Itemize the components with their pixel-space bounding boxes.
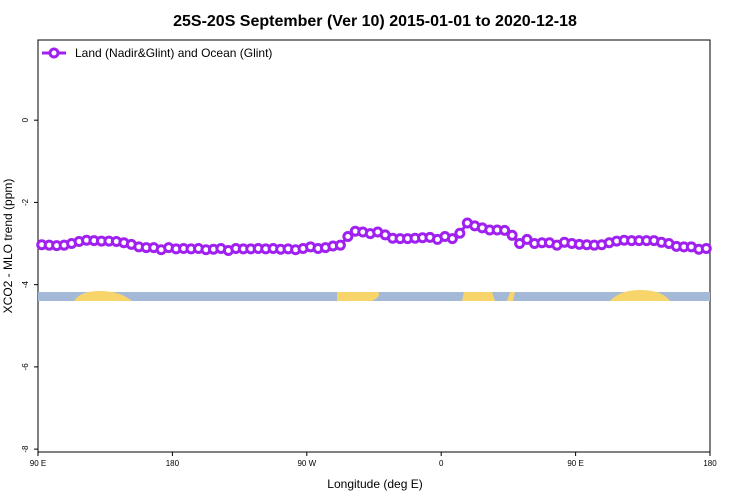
x-axis-label: Longitude (deg E) <box>327 477 422 491</box>
y-tick-label: -6 <box>21 363 30 371</box>
x-tick-label: 180 <box>703 459 717 468</box>
land-ocean-strip <box>38 290 710 301</box>
point <box>454 227 466 239</box>
legend-label: Land (Nadir&Glint) and Ocean (Glint) <box>75 46 272 60</box>
x-tick-label: 180 <box>166 459 180 468</box>
point <box>342 231 354 243</box>
y-tick-label: -2 <box>21 198 30 206</box>
x-tick-label: 90 E <box>567 459 583 468</box>
y-tick-label: -4 <box>21 281 30 289</box>
x-tick-label: 0 <box>439 459 444 468</box>
point <box>334 239 346 251</box>
chart-title: 25S-20S September (Ver 10) 2015-01-01 to… <box>173 13 577 30</box>
point <box>700 242 712 254</box>
y-tick-label: 0 <box>21 117 30 122</box>
y-tick-label: -8 <box>21 445 30 453</box>
x-tick-label: 90 W <box>297 459 316 468</box>
y-axis-label: XCO2 - MLO trend (ppm) <box>1 179 15 314</box>
legend: Land (Nadir&Glint) and Ocean (Glint) <box>42 46 272 60</box>
legend-marker <box>48 47 60 59</box>
point <box>499 224 511 236</box>
point <box>446 233 458 245</box>
x-tick-label: 90 E <box>30 459 46 468</box>
point <box>506 229 518 241</box>
